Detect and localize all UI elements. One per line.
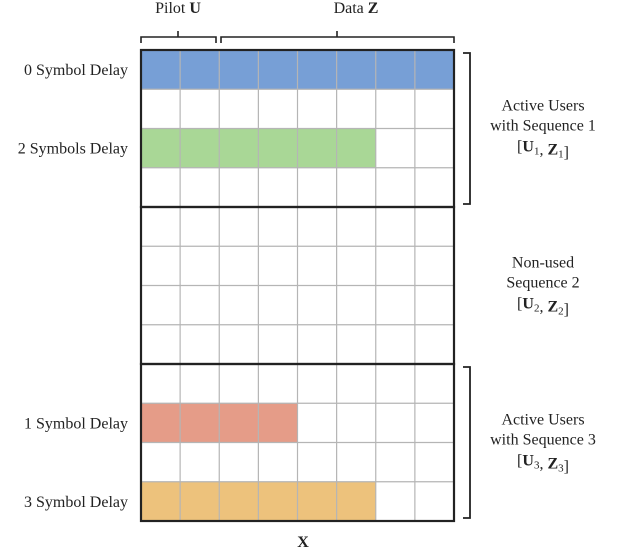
group-bracket-3 [463,366,471,519]
row-label-3: 1 Symbol Delay [24,415,128,432]
group-bracket-1 [463,52,471,205]
grid-lines [141,50,454,521]
group-label-line: with Sequence 3 [490,432,596,449]
data-header: Data Z [334,0,379,17]
group-label-line: Non-used [512,255,574,272]
group-label-line: Active Users [501,412,584,429]
group-label-line: with Sequence 1 [490,118,596,135]
pilot-header: Pilot U [155,0,201,17]
pilot-brace [140,31,217,43]
data-brace [220,31,455,43]
row-labels: 0 Symbol Delay 2 Symbols Delay 1 Symbol De… [18,62,128,511]
group-label-line: Sequence 2 [506,275,579,292]
row-label-2: 2 Symbols Delay [18,141,128,158]
group-annotations: Active Users with Sequence 1 [U1, Z1] Non-u… [463,52,596,519]
sequence-group-border-3 [139,362,456,523]
group-matrix-label-3: [U3, Z3] [517,453,569,476]
group-matrix-label-1: [U1, Z1] [517,139,569,162]
group-label-line: Active Users [501,98,584,115]
row-label-4: 3 Symbol Delay [24,494,128,511]
row-label-1: 0 Symbol Delay [24,62,128,79]
group-borders [139,48,456,523]
x-label: X [297,534,309,548]
group-matrix-label-2: [U2, Z2] [517,296,569,319]
